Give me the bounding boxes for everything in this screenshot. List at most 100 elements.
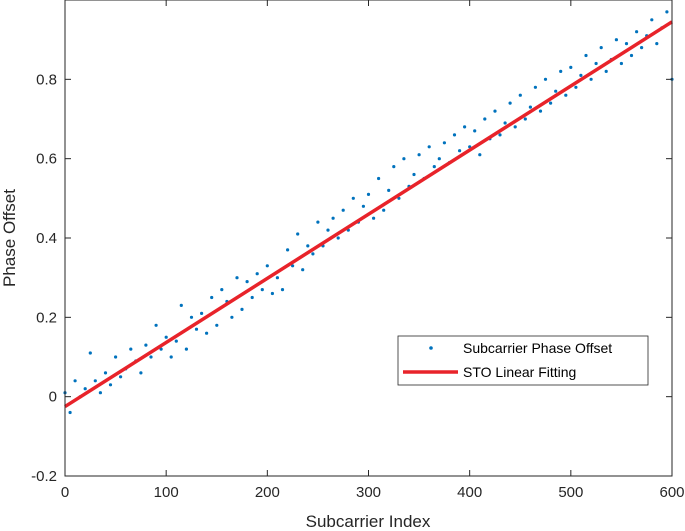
scatter-point — [210, 295, 214, 300]
scatter-point — [528, 105, 533, 109]
scatter-point — [513, 125, 517, 129]
scatter-point — [478, 153, 482, 157]
scatter-point — [108, 383, 113, 387]
x-tick-label: 200 — [255, 484, 280, 501]
scatter-point — [458, 149, 462, 153]
scatter-point — [392, 165, 396, 169]
scatter-point — [154, 323, 158, 327]
scatter-point — [164, 335, 168, 339]
scatter-point — [184, 347, 188, 351]
scatter-point — [326, 228, 330, 232]
scatter-point — [351, 196, 355, 200]
scatter-point — [245, 280, 249, 284]
scatter-point — [129, 347, 133, 351]
scatter-point — [523, 117, 527, 121]
y-tick-label: -0.2 — [31, 468, 57, 485]
scatter-point — [73, 379, 77, 383]
scatter-point — [533, 85, 538, 89]
y-tick-label: 0.2 — [36, 309, 57, 326]
y-axis-label: Phase Offset — [0, 189, 19, 287]
scatter-point — [574, 85, 578, 89]
x-tick-label: 500 — [558, 484, 583, 501]
scatter-point — [437, 157, 441, 161]
scatter-point — [650, 18, 654, 22]
scatter-point — [412, 172, 416, 177]
scatter-point — [215, 323, 219, 327]
scatter-point — [599, 46, 603, 50]
scatter-point — [463, 125, 467, 129]
scatter-point — [291, 264, 295, 268]
scatter-point — [205, 331, 209, 335]
scatter-point — [543, 77, 548, 81]
y-tick-label: 0.6 — [36, 151, 57, 168]
y-tick-label: 0.8 — [36, 71, 57, 88]
scatter-point — [220, 288, 224, 292]
x-tick-label: 0 — [61, 484, 69, 501]
scatter-point — [235, 276, 239, 280]
scatter-point — [554, 89, 558, 93]
scatter-point — [200, 311, 204, 315]
legend: Subcarrier Phase Offset STO Linear Fitti… — [397, 335, 649, 386]
scatter-point — [619, 61, 624, 66]
scatter-point — [569, 65, 573, 69]
scatter-point — [361, 204, 365, 208]
scatter-point — [83, 387, 87, 391]
scatter-point — [635, 30, 639, 34]
scatter-point — [624, 42, 629, 46]
legend-label-scatter: Subcarrier Phase Offset — [463, 340, 612, 356]
scatter-point — [442, 141, 446, 145]
fit-line — [64, 20, 673, 409]
scatter-point — [584, 53, 588, 58]
scatter-point — [366, 192, 371, 196]
scatter-point — [316, 220, 320, 224]
scatter-point — [103, 371, 108, 375]
scatter-point — [159, 347, 163, 351]
x-tick-label: 400 — [457, 484, 482, 501]
scatter-point — [169, 355, 173, 359]
scatter-point — [144, 343, 148, 347]
x-tick-label: 600 — [659, 484, 684, 501]
y-tick-label: 0 — [49, 389, 57, 406]
scatter-point — [265, 264, 269, 268]
x-tick-label: 100 — [154, 484, 179, 501]
scatter-point — [579, 73, 583, 77]
axis-ticks: 0 100 200 300 400 500 600-0.200.20.40.60.8 — [31, 0, 685, 501]
scatter-point — [250, 295, 254, 300]
scatter-point — [640, 46, 644, 50]
plot-area — [65, 0, 672, 476]
scatter-point — [604, 69, 608, 73]
scatter-point — [260, 288, 264, 292]
legend-marker-scatter — [429, 346, 433, 350]
scatter-point — [139, 371, 143, 375]
scatter-point — [473, 129, 477, 133]
scatter-point — [629, 53, 634, 58]
y-tick-label: 0.4 — [36, 230, 57, 247]
scatter-point — [614, 38, 619, 42]
scatter-point — [88, 351, 92, 355]
scatter-point — [270, 291, 274, 296]
scatter-point — [564, 93, 568, 97]
scatter-point — [427, 145, 431, 149]
scatter-point — [149, 355, 153, 359]
scatter-point — [508, 101, 512, 105]
scatter-point — [518, 93, 522, 97]
scatter-point — [119, 375, 123, 379]
scatter-point — [655, 42, 659, 46]
scatter-point — [498, 133, 502, 137]
scatter-point — [306, 244, 310, 248]
data-marks — [63, 10, 674, 415]
scatter-point — [275, 276, 279, 280]
scatter-point — [549, 101, 553, 105]
scatter-point — [665, 10, 669, 14]
scatter-point — [301, 268, 305, 272]
scatter-point — [331, 216, 335, 220]
scatter-point — [341, 208, 345, 212]
scatter-point — [255, 272, 259, 276]
scatter-point — [377, 176, 381, 181]
scatter-point — [493, 109, 497, 113]
scatter-point — [179, 303, 183, 307]
scatter-point — [286, 248, 290, 252]
scatter-point — [402, 157, 406, 161]
scatter-point — [382, 208, 386, 212]
